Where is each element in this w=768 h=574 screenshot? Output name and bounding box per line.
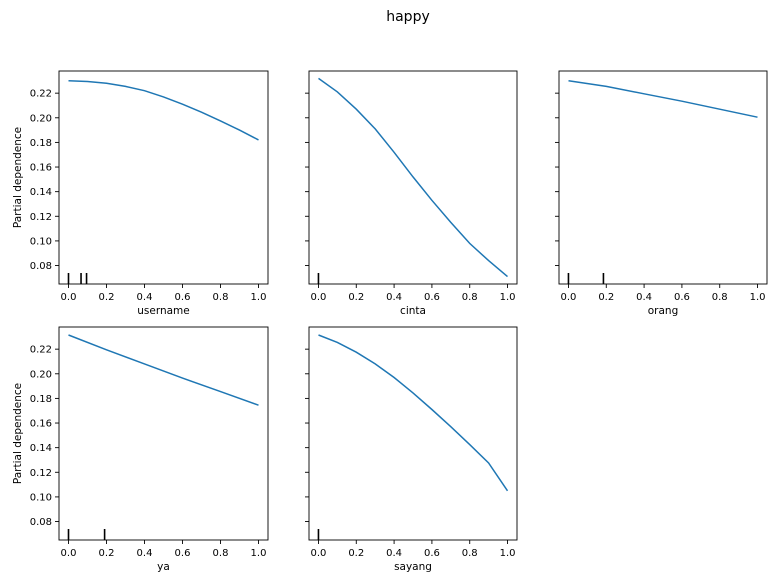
y-tick-label: 0.10 [30,492,52,503]
pd-line-1 [68,334,259,406]
pd-line-1 [568,80,758,118]
x-tick-label: 0.8 [213,548,229,559]
x-axis-label: orang [648,305,679,317]
pd-line-1 [68,80,259,141]
axes-frame [308,326,518,541]
x-tick-label: 1.0 [500,548,516,559]
x-tick-label: 0.2 [598,292,614,303]
x-tick-label: 0.0 [311,548,327,559]
x-axis-label: username [137,305,190,317]
y-tick-label: 0.14 [30,187,52,198]
x-tick-label: 0.2 [348,548,364,559]
y-axis-label: Partial dependence [12,383,24,484]
x-tick-label: 0.4 [137,292,153,303]
y-tick-label: 0.22 [30,89,52,100]
x-tick-label: 0.0 [61,292,77,303]
x-tick-label: 0.2 [348,292,364,303]
x-tick-label: 0.0 [311,292,327,303]
x-tick-label: 0.6 [674,292,690,303]
x-axis-label: sayang [394,561,432,573]
axes-frame [308,70,518,285]
x-tick-label: 0.4 [636,292,652,303]
y-tick-label: 0.12 [30,468,52,479]
figure-title: happy [386,9,430,25]
x-tick-label: 0.2 [99,548,115,559]
subplot-4: 0.0 0.2 0.4 0.6 0.8 1.0 0.08 0.10 0.12 0.14 0.16 0.… [12,326,269,573]
x-tick-label: 0.0 [561,292,577,303]
x-tick-label: 1.0 [251,548,267,559]
x-tick-label: 0.8 [712,292,728,303]
pd-line-1 [318,77,508,278]
x-tick-label: 0.6 [424,292,440,303]
y-tick-label: 0.20 [30,369,52,380]
x-tick-label: 0.4 [137,548,153,559]
y-tick-label: 0.22 [30,345,52,356]
x-axis-label: cinta [400,305,426,317]
x-tick-label: 0.4 [386,292,402,303]
axes-frame [558,70,768,285]
x-tick-label: 1.0 [750,292,766,303]
x-tick-label: 0.6 [175,548,191,559]
axes-frame [58,326,269,541]
x-tick-label: 0.8 [462,548,478,559]
y-tick-label: 0.20 [30,113,52,124]
x-tick-label: 1.0 [500,292,516,303]
x-tick-label: 0.8 [213,292,229,303]
x-tick-label: 0.2 [99,292,115,303]
x-tick-label: 0.6 [424,548,440,559]
y-tick-label: 0.18 [30,138,52,149]
x-axis-label: ya [157,561,170,573]
y-tick-label: 0.12 [30,212,52,223]
x-tick-label: 0.8 [462,292,478,303]
y-axis-label: Partial dependence [12,127,24,228]
subplot-1: 0.0 0.2 0.4 0.6 0.8 1.0 0.08 0.10 0.12 0.14 0.16 0.… [12,70,269,317]
subplot-grid: 0.0 0.2 0.4 0.6 0.8 1.0 0.08 0.10 0.12 0.14 0.16 0.… [12,70,768,573]
x-tick-label: 1.0 [251,292,267,303]
subplot-5: 0.0 0.2 0.4 0.6 0.8 1.0 sayang [305,326,518,573]
y-tick-label: 0.16 [30,163,52,174]
x-tick-label: 0.0 [61,548,77,559]
subplot-3: 0.0 0.2 0.4 0.6 0.8 1.0 orang [555,70,768,317]
axes-frame [58,70,269,285]
y-tick-label: 0.08 [30,517,52,528]
y-tick-label: 0.18 [30,394,52,405]
y-tick-label: 0.08 [30,261,52,272]
y-tick-label: 0.10 [30,236,52,247]
x-tick-label: 0.4 [386,548,402,559]
pd-line-1 [318,334,509,492]
y-tick-label: 0.16 [30,419,52,430]
x-tick-label: 0.6 [175,292,191,303]
y-tick-label: 0.14 [30,443,52,454]
subplot-2: 0.0 0.2 0.4 0.6 0.8 1.0 cinta [305,70,518,317]
